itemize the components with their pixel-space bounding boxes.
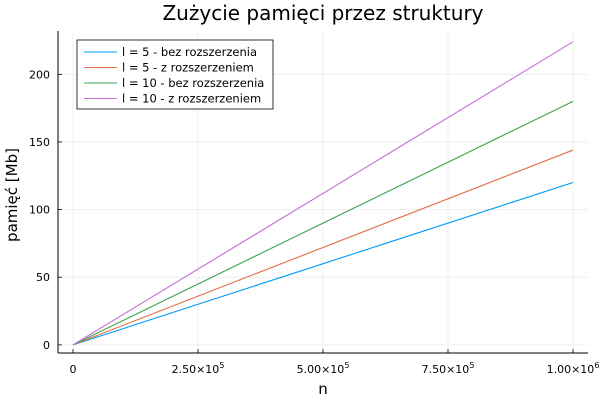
x-tick-label-0: 0 — [70, 363, 77, 376]
x-tick-label-4: 1.00×106 — [547, 361, 600, 376]
x-tick-label-1: 2.50×105 — [172, 361, 225, 376]
series-layer — [72, 41, 574, 346]
chart-title: Zużycie pamięci przez struktury — [162, 1, 483, 25]
x-axis-label: n — [318, 380, 328, 398]
y-tick-label-4: 200 — [29, 68, 50, 81]
x-tick-label-3: 7.50×105 — [422, 361, 475, 376]
series-line-3 — [72, 41, 574, 346]
y-tick-label-3: 150 — [29, 136, 50, 149]
legend-label-3: l = 10 - z rozszerzeniem — [122, 92, 261, 106]
x-tick-label-2: 5.00×105 — [297, 361, 350, 376]
ticks: 0 2.50×105 5.00×105 7.50×105 1.00×106 0 50 100 1… — [29, 68, 599, 376]
series-line-2 — [72, 100, 574, 346]
y-axis-label: pamięć [Mb] — [3, 148, 21, 242]
legend-label-1: l = 5 - z rozszerzeniem — [122, 61, 254, 75]
y-tick-label-2: 100 — [29, 204, 50, 217]
series-line-1 — [72, 149, 574, 346]
series-line-0 — [72, 182, 574, 346]
legend-label-2: l = 10 - bez rozszerzenia — [122, 76, 264, 90]
legend-label-0: l = 5 - bez rozszerzenia — [122, 45, 257, 59]
y-tick-label-0: 0 — [43, 339, 50, 352]
y-tick-label-1: 50 — [36, 271, 50, 284]
legend: l = 5 - bez rozszerzenia l = 5 - z rozsze… — [76, 39, 274, 110]
